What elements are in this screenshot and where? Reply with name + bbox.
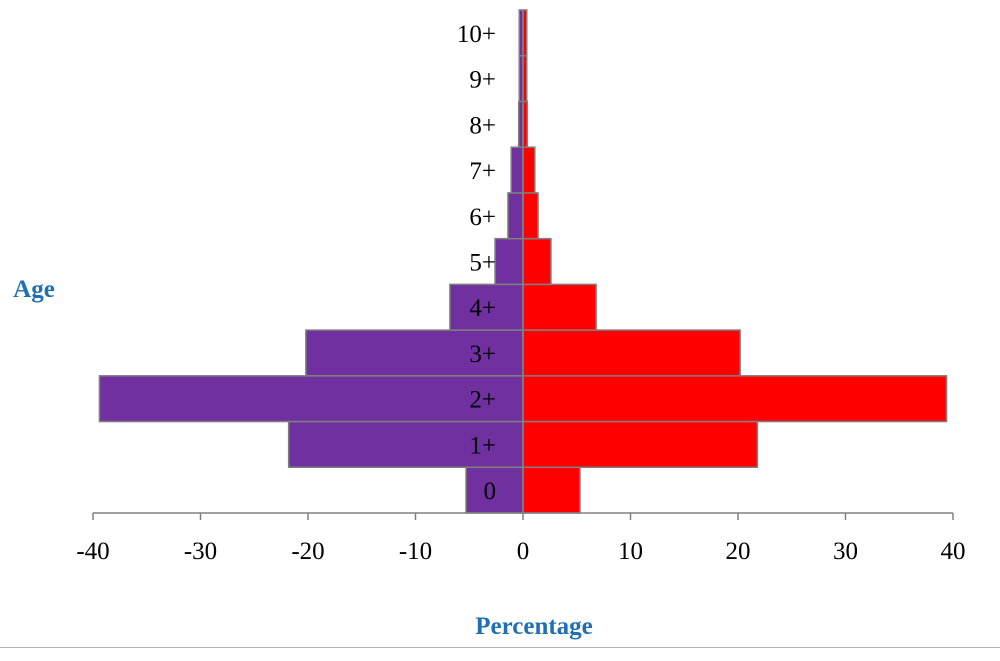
y-axis-title: Age xyxy=(13,276,55,303)
category-label-3+: 3+ xyxy=(469,341,496,368)
category-label-1+: 1+ xyxy=(469,432,496,459)
x-axis: -40 -30 -20 -10 0 10 20 30 40 xyxy=(76,10,966,565)
right-bar-4+ xyxy=(522,283,597,331)
left-bar-7+ xyxy=(510,146,524,194)
x-tick-label-30: 30 xyxy=(833,538,858,565)
left-bar-1+ xyxy=(287,420,524,469)
category-label-2+: 2+ xyxy=(469,387,496,414)
right-bar-0 xyxy=(522,466,581,514)
category-label-7+: 7+ xyxy=(469,158,496,185)
x-tick-label-10: 10 xyxy=(618,538,643,565)
category-label-6+: 6+ xyxy=(469,204,496,231)
x-tick-label--40: -40 xyxy=(76,538,109,565)
right-bar-3+ xyxy=(522,329,741,377)
left-bar-0 xyxy=(465,466,524,514)
category-label-4+: 4+ xyxy=(469,295,496,322)
left-bar-3+ xyxy=(305,329,524,377)
left-series-bars xyxy=(98,9,524,514)
category-label-10+: 10+ xyxy=(457,21,496,48)
right-bar-2+ xyxy=(522,375,948,423)
x-tick-label-0: 0 xyxy=(517,538,530,565)
right-bar-1+ xyxy=(522,420,759,469)
category-label-0: 0 xyxy=(484,478,497,505)
category-label-9+: 9+ xyxy=(469,67,496,94)
right-bar-6+ xyxy=(522,192,539,240)
x-tick-label--20: -20 xyxy=(291,538,324,565)
right-series-bars xyxy=(522,9,948,514)
category-label-8+: 8+ xyxy=(469,112,496,139)
left-bar-5+ xyxy=(494,237,524,286)
x-tick-label-40: 40 xyxy=(941,538,966,565)
category-label-5+: 5+ xyxy=(469,250,496,277)
x-tick-label-20: 20 xyxy=(726,538,751,565)
x-tick-label--30: -30 xyxy=(184,538,217,565)
x-tick-label--10: -10 xyxy=(399,538,432,565)
x-axis-title: Percentage xyxy=(475,613,593,640)
left-bar-2+ xyxy=(98,375,524,423)
right-bar-5+ xyxy=(522,237,552,286)
left-bar-6+ xyxy=(507,192,524,240)
age-category-labels: 0 1+ 2+ 3+ 4+ 5+ 6+ 7+ 8+ 9+ 10+ xyxy=(457,21,496,505)
bottom-divider xyxy=(0,647,1000,648)
right-bar-7+ xyxy=(522,146,536,194)
